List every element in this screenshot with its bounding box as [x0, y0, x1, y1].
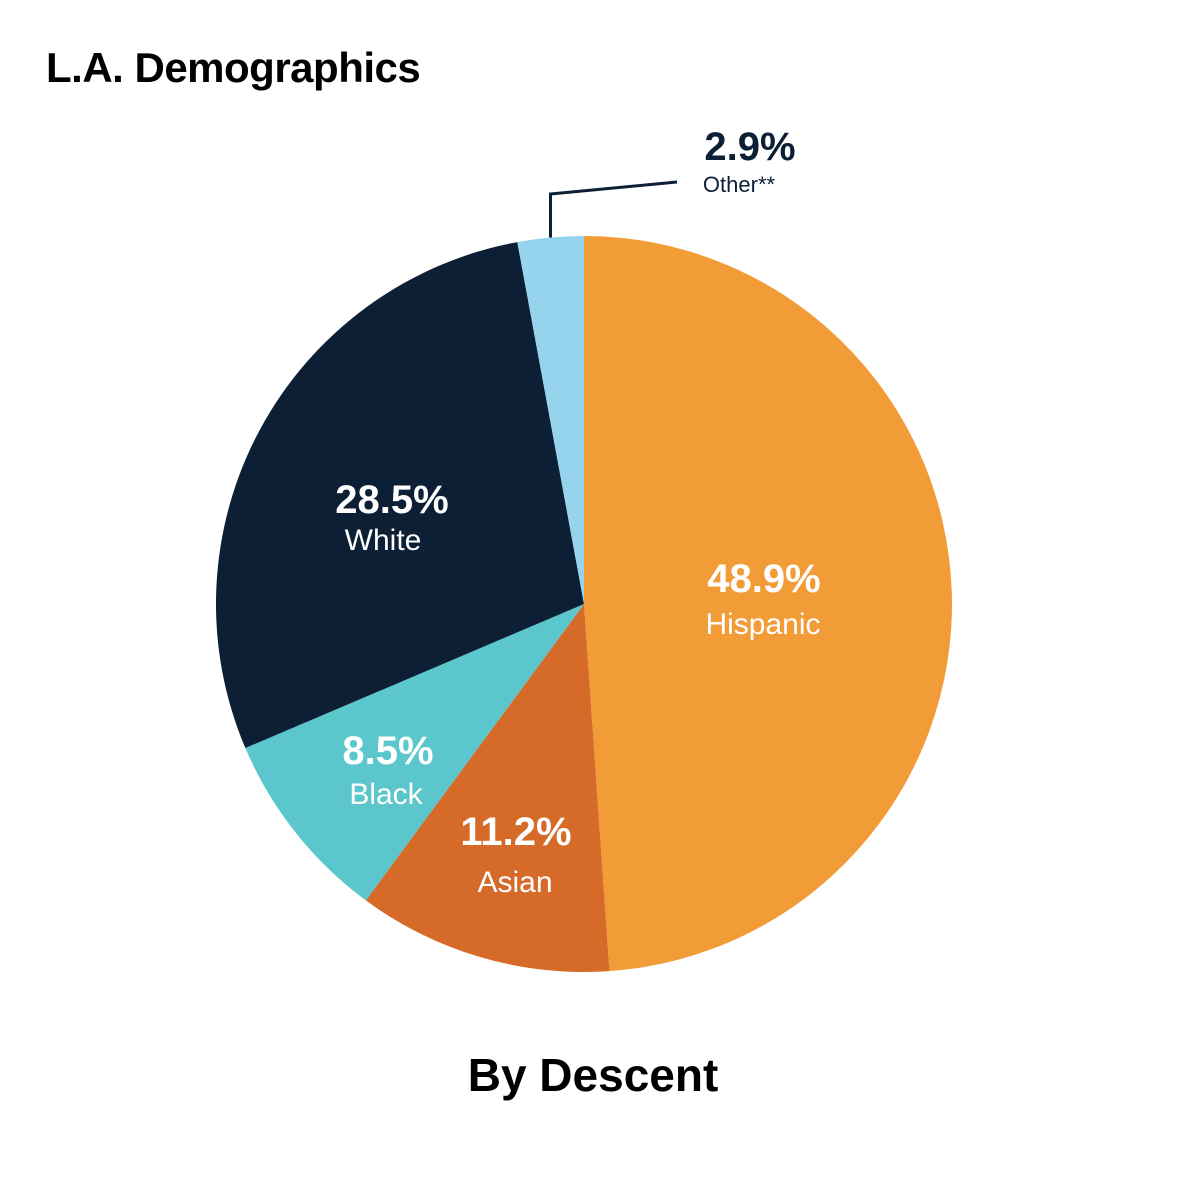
chart-title: L.A. Demographics — [46, 44, 421, 91]
slice-category-label-asian: Asian — [477, 866, 552, 899]
leader-line-other — [549, 180, 678, 238]
pie-slice-black — [245, 604, 584, 901]
slice-value-label-asian: 11.2% — [460, 810, 571, 854]
slice-category-label-white: White — [345, 524, 422, 557]
pie-slice-asian — [365, 604, 610, 972]
slice-category-label-other: Other** — [703, 172, 776, 197]
slice-value-label-hispanic: 48.9% — [707, 557, 820, 601]
slice-value-label-white: 28.5% — [335, 478, 448, 522]
pie-slice-hispanic — [584, 236, 952, 972]
pie-slice-other — [517, 236, 584, 604]
slice-value-label-other: 2.9% — [704, 125, 795, 169]
chart-subtitle: By Descent — [467, 1049, 719, 1101]
pie-slice-white — [215, 242, 584, 749]
slice-category-label-black: Black — [349, 778, 423, 811]
slice-category-label-hispanic: Hispanic — [705, 608, 820, 641]
slice-value-label-black: 8.5% — [342, 729, 433, 773]
